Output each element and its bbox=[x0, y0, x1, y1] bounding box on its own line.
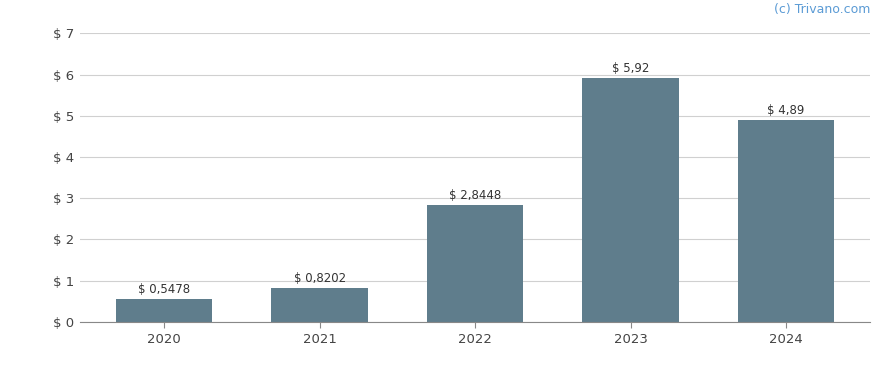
Text: (c) Trivano.com: (c) Trivano.com bbox=[773, 3, 870, 16]
Bar bbox=[738, 120, 835, 322]
Bar bbox=[427, 205, 523, 322]
Text: $ 5,92: $ 5,92 bbox=[612, 62, 649, 75]
Text: $ 0,5478: $ 0,5478 bbox=[138, 283, 190, 296]
Bar bbox=[583, 78, 678, 322]
Text: $ 2,8448: $ 2,8448 bbox=[449, 189, 501, 202]
Text: $ 0,8202: $ 0,8202 bbox=[294, 272, 345, 285]
Bar bbox=[272, 288, 368, 322]
Bar bbox=[115, 299, 212, 322]
Text: $ 4,89: $ 4,89 bbox=[767, 104, 805, 117]
